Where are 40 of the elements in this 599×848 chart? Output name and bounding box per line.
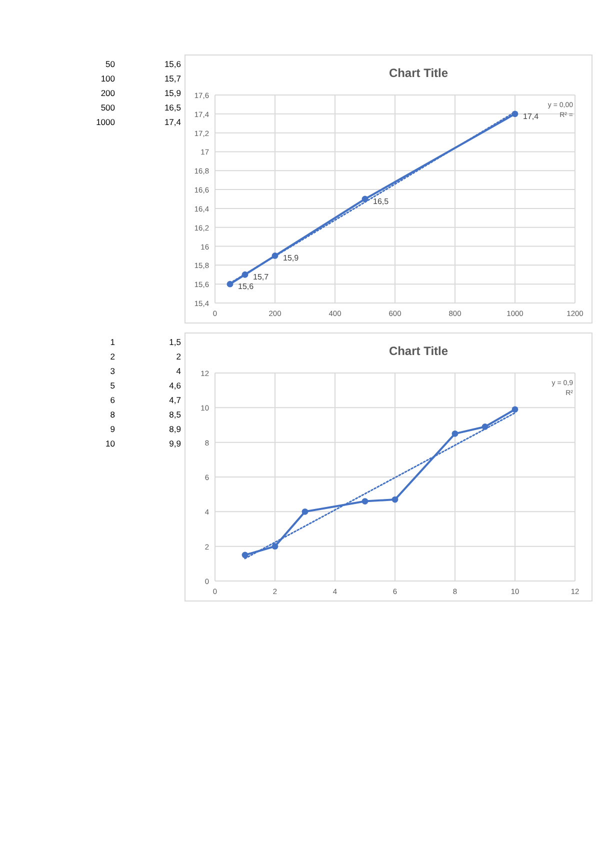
text: 4 <box>176 366 182 376</box>
text: 1,5 <box>169 337 182 347</box>
chart-title: Chart Title <box>388 344 448 358</box>
point <box>302 508 308 515</box>
text: 9,9 <box>169 438 182 448</box>
text: 8,5 <box>169 410 182 420</box>
text: 16,5 <box>164 102 182 112</box>
text: 17,4 <box>164 117 182 127</box>
text: 6 <box>110 395 116 405</box>
text: 2 <box>110 352 116 362</box>
point <box>512 406 518 413</box>
point <box>392 496 398 503</box>
text: 2 <box>176 352 182 362</box>
text: 1 <box>110 337 116 347</box>
text: 15,7 <box>164 74 182 84</box>
chart-title: Chart Title <box>388 66 448 80</box>
data-label: 17,4 <box>523 112 540 121</box>
text: 4,6 <box>169 380 182 390</box>
text: 8,9 <box>169 424 182 434</box>
text: 1000 <box>96 117 116 127</box>
text: 50 <box>106 59 116 69</box>
data-label: 15,7 <box>253 272 270 282</box>
point <box>242 552 248 558</box>
text: 500 <box>100 102 116 112</box>
data-label: 15,9 <box>283 254 300 263</box>
text: 8 <box>110 410 116 420</box>
text: 15,6 <box>164 59 182 69</box>
point <box>452 430 458 437</box>
point <box>362 498 368 504</box>
data-label: 16,5 <box>373 197 390 206</box>
text: 100 <box>100 74 116 84</box>
text: 10 <box>106 438 116 448</box>
text: 15,9 <box>164 88 182 98</box>
text: 5 <box>110 380 116 390</box>
text: 9 <box>110 424 116 434</box>
point <box>272 543 278 550</box>
text: 200 <box>100 88 116 98</box>
data-label: 15,6 <box>238 282 254 292</box>
text: 4,7 <box>169 395 182 405</box>
text: 3 <box>110 366 116 376</box>
